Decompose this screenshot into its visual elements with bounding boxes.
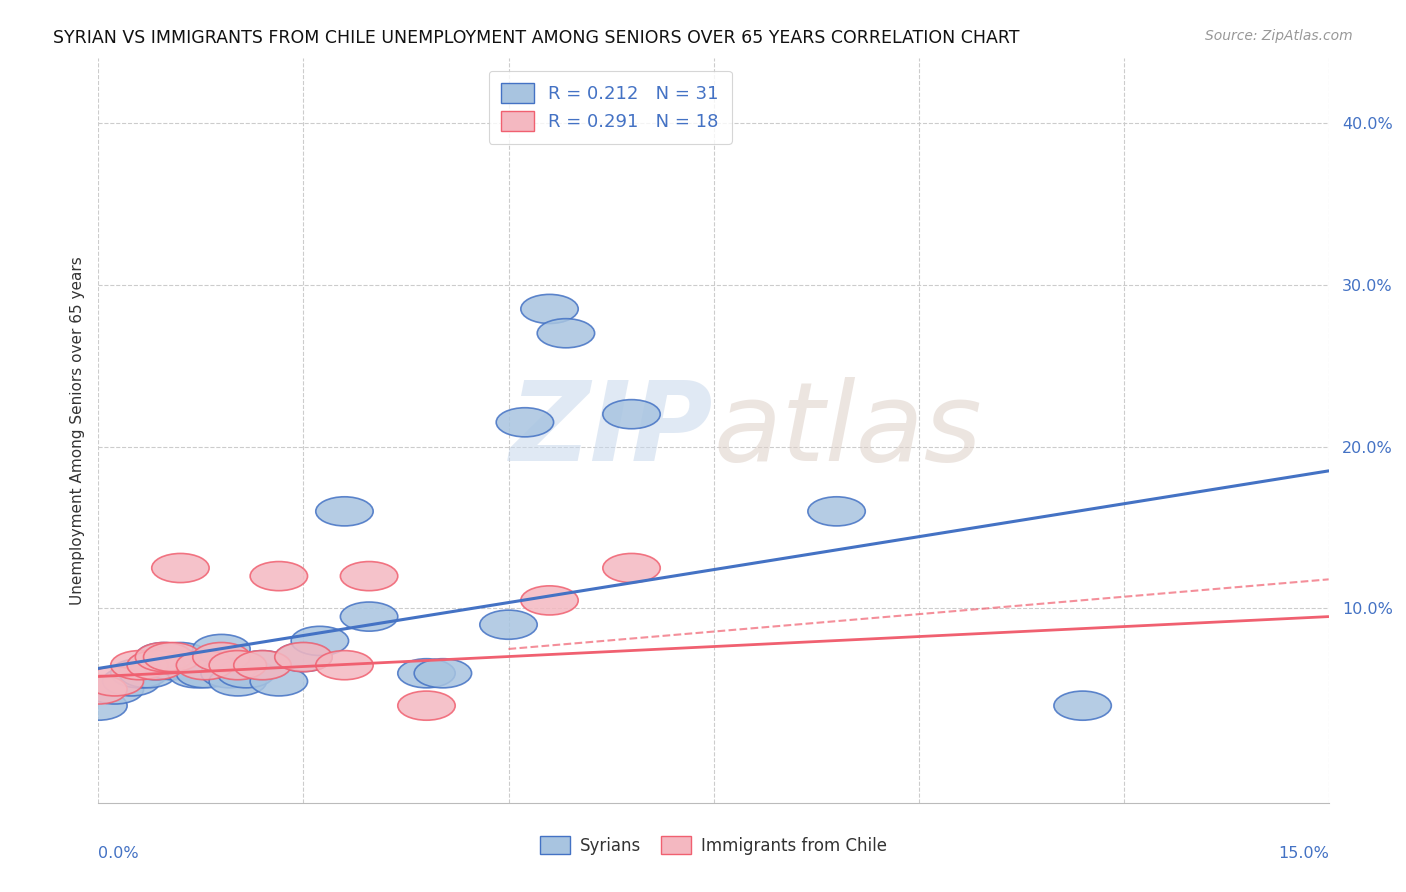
Ellipse shape (808, 497, 865, 526)
Ellipse shape (233, 650, 291, 680)
Ellipse shape (250, 562, 308, 591)
Ellipse shape (135, 642, 193, 672)
Ellipse shape (415, 658, 471, 688)
Ellipse shape (520, 586, 578, 615)
Ellipse shape (135, 642, 193, 672)
Ellipse shape (120, 658, 176, 688)
Ellipse shape (1054, 691, 1111, 720)
Text: atlas: atlas (714, 377, 983, 483)
Text: 0.0%: 0.0% (98, 847, 139, 861)
Ellipse shape (479, 610, 537, 640)
Ellipse shape (86, 675, 143, 704)
Text: ZIP: ZIP (510, 377, 714, 483)
Ellipse shape (152, 642, 209, 672)
Ellipse shape (169, 658, 225, 688)
Ellipse shape (111, 658, 169, 688)
Ellipse shape (176, 658, 233, 688)
Ellipse shape (209, 667, 267, 696)
Ellipse shape (291, 626, 349, 656)
Ellipse shape (127, 650, 184, 680)
Ellipse shape (111, 650, 169, 680)
Ellipse shape (193, 634, 250, 664)
Text: Source: ZipAtlas.com: Source: ZipAtlas.com (1205, 29, 1353, 44)
Ellipse shape (274, 642, 332, 672)
Ellipse shape (143, 650, 201, 680)
Ellipse shape (340, 562, 398, 591)
Ellipse shape (127, 650, 184, 680)
Ellipse shape (603, 400, 661, 429)
Ellipse shape (218, 658, 274, 688)
Text: 15.0%: 15.0% (1278, 847, 1329, 861)
Ellipse shape (398, 658, 456, 688)
Ellipse shape (152, 553, 209, 582)
Ellipse shape (316, 650, 373, 680)
Ellipse shape (520, 294, 578, 324)
Ellipse shape (193, 642, 250, 672)
Ellipse shape (537, 318, 595, 348)
Ellipse shape (398, 691, 456, 720)
Ellipse shape (496, 408, 554, 437)
Ellipse shape (70, 675, 127, 704)
Legend: Syrians, Immigrants from Chile: Syrians, Immigrants from Chile (533, 830, 894, 862)
Ellipse shape (233, 650, 291, 680)
Ellipse shape (70, 691, 127, 720)
Ellipse shape (340, 602, 398, 632)
Ellipse shape (209, 650, 267, 680)
Ellipse shape (103, 667, 160, 696)
Ellipse shape (86, 667, 143, 696)
Text: SYRIAN VS IMMIGRANTS FROM CHILE UNEMPLOYMENT AMONG SENIORS OVER 65 YEARS CORRELA: SYRIAN VS IMMIGRANTS FROM CHILE UNEMPLOY… (53, 29, 1019, 47)
Ellipse shape (274, 642, 332, 672)
Ellipse shape (201, 658, 259, 688)
Ellipse shape (316, 497, 373, 526)
Ellipse shape (160, 650, 218, 680)
Ellipse shape (603, 553, 661, 582)
Ellipse shape (250, 667, 308, 696)
Ellipse shape (143, 642, 201, 672)
Y-axis label: Unemployment Among Seniors over 65 years: Unemployment Among Seniors over 65 years (69, 256, 84, 605)
Ellipse shape (176, 650, 233, 680)
